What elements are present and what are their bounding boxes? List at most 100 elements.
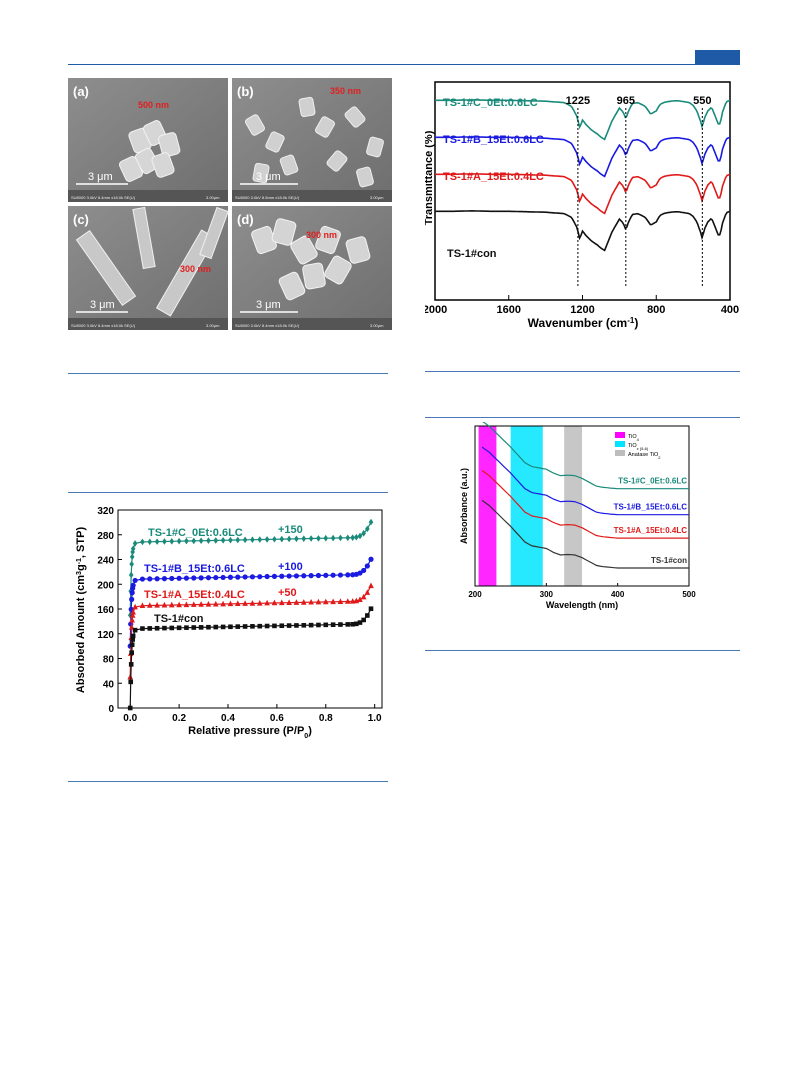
iso-data-point [322, 598, 329, 605]
iso-data-point [338, 534, 343, 542]
sem-panel-a: (a) 500 nm 3 μm SU8000 3.0kV 8.4mm x18.0… [68, 78, 228, 202]
iso-data-point [212, 600, 219, 607]
iso-data-point [154, 576, 160, 582]
iso-data-point [361, 567, 367, 574]
iso-data-point [350, 534, 355, 541]
iso-data-point [286, 623, 292, 628]
sem-d-letter: (d) [237, 212, 254, 227]
iso-data-point [129, 616, 135, 623]
iso-data-point [242, 600, 248, 606]
iso-ytick-label: 160 [97, 605, 114, 616]
rule-right-3 [425, 650, 740, 651]
uvvis-chart: Absorbance (a.u.) Wavelength (nm) TiO4Ti… [459, 422, 696, 610]
uv-band [510, 426, 543, 586]
iso-data-point [235, 574, 241, 580]
iso-data-point [147, 576, 153, 582]
ftir-chart: Transmittance (%) Wavenumber (cm-1) TS-1… [425, 81, 739, 331]
rule-right-2 [425, 417, 740, 418]
iso-data-point [368, 556, 374, 562]
ftir-xtick-label: 2000 [425, 304, 447, 316]
uv-series-line [481, 446, 689, 516]
iso-data-point [286, 573, 292, 579]
iso-ytick-label: 0 [108, 704, 114, 715]
sem-panel-c: (c) 300 nm 3 μm SU8000 3.0kV 8.4mm x18.0… [68, 206, 229, 330]
rule-left-3 [68, 781, 388, 782]
iso-data-point [301, 573, 307, 579]
iso-ylabel: Absorbed Amount (cm3g-1, STP) [75, 527, 87, 694]
sem-a-letter: (a) [73, 84, 89, 99]
uv-legend-swatch [615, 441, 625, 447]
sem-panel-d: (d) 300 nm 3 μm SU8000 3.0kV 8.4mm x18.0… [232, 206, 392, 330]
header-rule [68, 64, 740, 65]
iso-data-point [337, 572, 344, 578]
iso-data-point [130, 548, 135, 556]
iso-data-point [368, 518, 374, 526]
iso-data-point [330, 598, 336, 605]
uv-series-line [482, 422, 689, 490]
iso-data-point [360, 593, 367, 600]
sem-b-scale: 3 μm [256, 171, 281, 183]
ftir-series-line [435, 172, 731, 215]
iso-data-point [365, 525, 370, 533]
iso-data-point [368, 582, 374, 589]
iso-data-point [198, 575, 204, 581]
ftir-xtick-label: 800 [647, 304, 665, 316]
sem-b-size: 350 nm [330, 86, 361, 96]
iso-data-point [213, 574, 219, 581]
iso-xtick-label: 0.6 [270, 713, 284, 724]
iso-data-point [130, 609, 136, 615]
uv-band [478, 426, 497, 586]
ftir-xtick-label: 1200 [570, 304, 594, 316]
uv-series-line [481, 470, 689, 539]
iso-data-point [357, 570, 363, 576]
iso-data-point [286, 599, 292, 605]
header-tab [695, 50, 740, 64]
iso-data-point [132, 627, 138, 633]
iso-data-point [191, 625, 197, 630]
uv-series-label: TS-1#A_15Et:0.4LC [614, 526, 688, 535]
iso-data-point [191, 537, 197, 545]
iso-data-point [293, 599, 300, 605]
rule-left-1 [68, 373, 388, 374]
uv-series-line [481, 499, 689, 569]
iso-data-point [264, 573, 270, 580]
iso-data-point [308, 573, 314, 579]
iso-ytick-label: 320 [97, 506, 114, 517]
iso-data-point [308, 622, 314, 628]
sem-c-scale-right: 3.00μm [206, 323, 220, 328]
iso-data-point [242, 536, 248, 544]
uv-xtick-label: 400 [611, 590, 625, 599]
iso-data-point [205, 575, 212, 581]
uv-legend-swatch [615, 450, 625, 456]
uv-xlabel: Wavelength (nm) [546, 600, 618, 610]
iso-data-point [264, 599, 270, 606]
iso-data-point [129, 596, 135, 602]
iso-ytick-label: 280 [97, 531, 114, 542]
ftir-xlabel: Wavenumber (cm-1) [528, 316, 639, 331]
ftir-peak-label: 550 [693, 95, 711, 107]
iso-data-point [227, 600, 234, 607]
isotherm-chart: Absorbed Amount (cm3g-1, STP) Relative p… [75, 506, 383, 740]
iso-data-point [147, 626, 153, 631]
uv-series-label: TS-1#con [651, 556, 687, 565]
iso-xlabel: Relative pressure (P/P0) [188, 725, 312, 740]
iso-data-point [168, 601, 175, 608]
iso-data-point [198, 601, 204, 607]
iso-data-point [169, 575, 175, 582]
uv-xtick-label: 500 [682, 590, 696, 599]
uv-xtick-label: 200 [468, 590, 482, 599]
ftir-series-label: TS-1#con [447, 248, 497, 260]
iso-data-point [130, 582, 136, 588]
iso-data-point [337, 598, 344, 604]
iso-data-point [234, 600, 241, 607]
iso-data-point [129, 642, 135, 648]
iso-data-point [220, 536, 226, 544]
iso-data-point [132, 603, 138, 610]
ftir-xtick-label: 400 [721, 304, 739, 316]
ftir-series-line [435, 209, 731, 252]
rule-right-1 [425, 371, 740, 372]
sem-d-scale: 3 μm [256, 299, 281, 311]
iso-xtick-label: 0.2 [172, 713, 186, 724]
sem-c-scale: 3 μm [90, 299, 115, 311]
iso-data-point [154, 602, 160, 608]
